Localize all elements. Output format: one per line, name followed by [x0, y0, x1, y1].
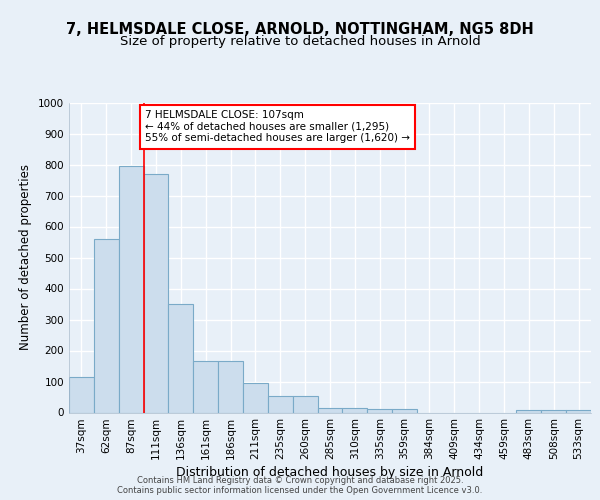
Bar: [541, 410, 566, 412]
X-axis label: Distribution of detached houses by size in Arnold: Distribution of detached houses by size …: [176, 466, 484, 479]
Bar: [143, 174, 169, 412]
Bar: [169, 304, 193, 412]
Bar: [119, 166, 143, 412]
Bar: [566, 410, 591, 412]
Bar: [193, 362, 218, 412]
Text: Size of property relative to detached houses in Arnold: Size of property relative to detached ho…: [119, 35, 481, 48]
Text: Contains HM Land Registry data © Crown copyright and database right 2025.: Contains HM Land Registry data © Crown c…: [137, 476, 463, 485]
Bar: [392, 410, 417, 412]
Text: 7 HELMSDALE CLOSE: 107sqm
← 44% of detached houses are smaller (1,295)
55% of se: 7 HELMSDALE CLOSE: 107sqm ← 44% of detac…: [145, 110, 410, 144]
Text: 7, HELMSDALE CLOSE, ARNOLD, NOTTINGHAM, NG5 8DH: 7, HELMSDALE CLOSE, ARNOLD, NOTTINGHAM, …: [66, 22, 534, 38]
Bar: [317, 408, 343, 412]
Y-axis label: Number of detached properties: Number of detached properties: [19, 164, 32, 350]
Bar: [293, 396, 317, 412]
Text: Contains public sector information licensed under the Open Government Licence v3: Contains public sector information licen…: [118, 486, 482, 495]
Bar: [243, 383, 268, 412]
Bar: [517, 410, 541, 412]
Bar: [343, 408, 367, 412]
Bar: [94, 239, 119, 412]
Bar: [69, 377, 94, 412]
Bar: [268, 396, 293, 412]
Bar: [367, 410, 392, 412]
Bar: [218, 362, 243, 412]
